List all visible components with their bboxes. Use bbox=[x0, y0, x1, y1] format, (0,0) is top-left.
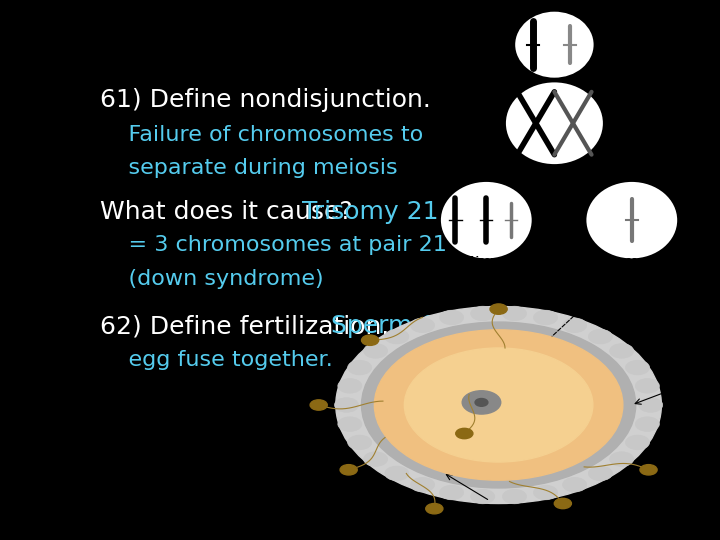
Text: separate during meiosis: separate during meiosis bbox=[100, 158, 397, 178]
Circle shape bbox=[626, 360, 649, 375]
Circle shape bbox=[385, 329, 409, 344]
Text: Trisomy: Trisomy bbox=[467, 255, 506, 265]
Text: Sperm &: Sperm & bbox=[330, 314, 439, 338]
Circle shape bbox=[475, 399, 488, 406]
Circle shape bbox=[410, 318, 435, 333]
Circle shape bbox=[635, 379, 660, 393]
Circle shape bbox=[635, 417, 660, 431]
Circle shape bbox=[639, 398, 662, 412]
Circle shape bbox=[503, 306, 526, 321]
Text: Monosomy: Monosomy bbox=[605, 255, 659, 265]
Circle shape bbox=[440, 310, 464, 325]
Circle shape bbox=[505, 82, 604, 165]
Circle shape bbox=[361, 335, 379, 346]
Circle shape bbox=[462, 391, 500, 414]
Circle shape bbox=[471, 306, 495, 321]
Text: Trisomy 21: Trisomy 21 bbox=[302, 200, 438, 224]
Circle shape bbox=[364, 452, 387, 467]
Circle shape bbox=[426, 503, 443, 514]
Text: Zona pellucida
becomes
impermeable
to other sperm: Zona pellucida becomes impermeable to ot… bbox=[670, 381, 711, 403]
Circle shape bbox=[405, 348, 593, 462]
Circle shape bbox=[534, 310, 557, 325]
Text: (Nondisjunction): (Nondisjunction) bbox=[528, 172, 580, 177]
Circle shape bbox=[554, 498, 572, 509]
Circle shape bbox=[514, 11, 595, 79]
Circle shape bbox=[348, 435, 372, 450]
Circle shape bbox=[364, 343, 387, 358]
Circle shape bbox=[610, 452, 634, 467]
Text: Failure of chromosomes to: Failure of chromosomes to bbox=[100, 125, 423, 145]
Text: 61) Define nondisjunction.: 61) Define nondisjunction. bbox=[100, 87, 431, 112]
Circle shape bbox=[336, 307, 662, 503]
Circle shape bbox=[626, 435, 649, 450]
Text: What does it cause?: What does it cause? bbox=[100, 200, 361, 224]
Circle shape bbox=[361, 322, 636, 488]
Circle shape bbox=[456, 428, 473, 438]
Circle shape bbox=[335, 398, 359, 412]
Text: egg fuse together.: egg fuse together. bbox=[100, 349, 333, 369]
Text: (down syndrome): (down syndrome) bbox=[100, 268, 324, 288]
Text: = 3 chromosomes at pair 21: = 3 chromosomes at pair 21 bbox=[100, 235, 447, 255]
Circle shape bbox=[562, 318, 587, 333]
Circle shape bbox=[310, 400, 327, 410]
Circle shape bbox=[562, 477, 587, 492]
Circle shape bbox=[340, 464, 357, 475]
Circle shape bbox=[610, 343, 634, 358]
Circle shape bbox=[490, 304, 507, 314]
Circle shape bbox=[640, 464, 657, 475]
Text: Female nucleus: Female nucleus bbox=[472, 279, 526, 285]
Circle shape bbox=[338, 417, 362, 431]
Text: Sperm tail
left outside
the ovum: Sperm tail left outside the ovum bbox=[503, 519, 538, 536]
Circle shape bbox=[588, 466, 612, 481]
Circle shape bbox=[410, 477, 435, 492]
Circle shape bbox=[385, 466, 409, 481]
Circle shape bbox=[338, 379, 362, 393]
Circle shape bbox=[374, 330, 623, 480]
Circle shape bbox=[440, 181, 533, 259]
Circle shape bbox=[440, 485, 464, 500]
Circle shape bbox=[503, 489, 526, 504]
Text: 62) Define fertilization.: 62) Define fertilization. bbox=[100, 314, 397, 338]
Circle shape bbox=[585, 181, 678, 259]
Circle shape bbox=[348, 360, 372, 375]
Circle shape bbox=[534, 485, 557, 500]
Circle shape bbox=[471, 489, 495, 504]
Circle shape bbox=[588, 329, 612, 344]
Text: Male nucleus: Male nucleus bbox=[576, 312, 621, 318]
